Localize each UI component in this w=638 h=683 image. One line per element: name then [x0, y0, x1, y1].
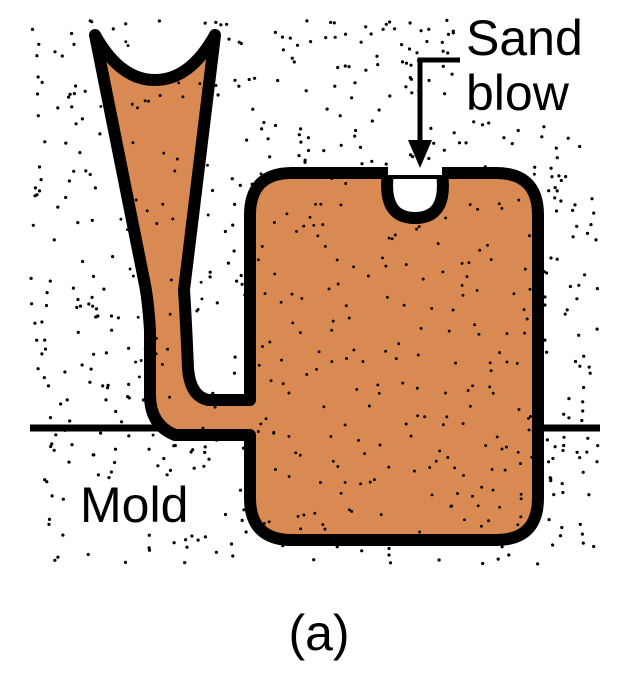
sand-blow-diagram: Sand blow Mold (a): [0, 0, 638, 683]
sand-blow-opening: [388, 161, 442, 175]
label-sand-blow-2: blow: [466, 65, 570, 121]
caption: (a): [288, 605, 349, 661]
sand-blow-defect: [387, 173, 443, 218]
label-mold: Mold: [80, 477, 188, 533]
label-sand-blow-1: Sand: [466, 10, 583, 66]
